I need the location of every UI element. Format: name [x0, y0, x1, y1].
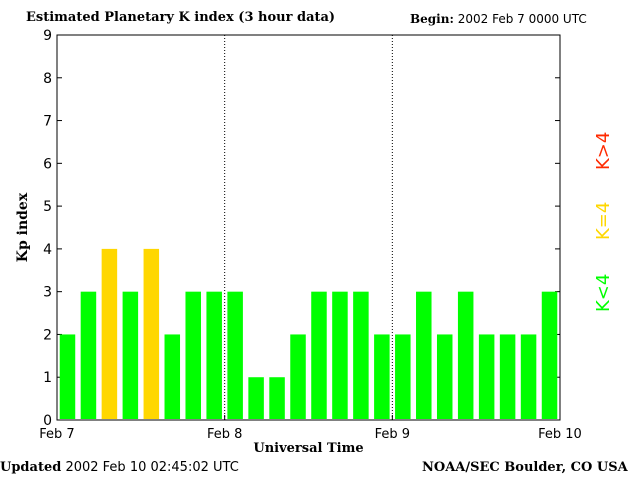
kp-bar	[374, 334, 390, 419]
kp-bar	[457, 291, 474, 419]
updated-label: Updated	[0, 460, 62, 475]
updated-timestamp: Updated 2002 Feb 10 02:45:02 UTC	[0, 460, 239, 475]
kp-bar	[143, 248, 160, 419]
legend-high: K>4	[593, 131, 614, 170]
y-tick-label: 2	[43, 327, 52, 343]
kp-bar	[227, 291, 243, 419]
kp-bar	[164, 334, 181, 419]
kp-bar	[80, 291, 97, 419]
kp-bar	[332, 291, 348, 419]
y-tick-label: 6	[43, 156, 52, 172]
y-axis-label: Kp index	[15, 192, 31, 262]
y-tick-label: 5	[43, 199, 52, 215]
legend-low: K<4	[593, 273, 614, 312]
kp-bar	[101, 248, 118, 419]
plot-frame	[56, 34, 561, 421]
chart-title: Estimated Planetary K index (3 hour data…	[26, 10, 336, 25]
updated-value: 2002 Feb 10 02:45:02 UTC	[65, 460, 239, 475]
credit-text: NOAA/SEC Boulder, CO USA	[422, 460, 628, 475]
kp-bar	[290, 334, 306, 419]
kp-bar	[541, 291, 558, 419]
y-tick-label: 0	[43, 413, 52, 429]
x-tick-label: Feb 7	[39, 427, 74, 442]
begin-label: Begin:	[410, 12, 454, 26]
begin-time: Begin: 2002 Feb 7 0000 UTC	[410, 12, 587, 26]
x-tick-label: Feb 9	[375, 427, 410, 442]
kp-bar	[59, 334, 76, 419]
y-tick-label: 1	[43, 370, 52, 386]
kp-bar	[395, 334, 411, 419]
y-tick-label: 4	[43, 242, 52, 258]
kp-bar	[122, 291, 139, 419]
kp-bar	[269, 377, 285, 419]
y-tick-label: 7	[43, 114, 52, 130]
y-tick-label: 9	[43, 28, 52, 44]
x-axis-label: Universal Time	[253, 441, 363, 456]
kp-bar	[353, 291, 369, 419]
kp-bar	[478, 334, 495, 419]
kp-bar	[416, 291, 432, 419]
kp-bar	[436, 334, 453, 419]
y-tick-label: 3	[43, 285, 52, 301]
kp-bar	[206, 291, 222, 419]
x-tick-label: Feb 8	[207, 427, 242, 442]
kp-bar	[248, 377, 264, 419]
kp-bar	[499, 334, 516, 419]
y-tick-label: 8	[43, 71, 52, 87]
legend-mid: K=4	[593, 201, 614, 240]
kp-bar	[311, 291, 327, 419]
begin-value: 2002 Feb 7 0000 UTC	[457, 12, 587, 26]
kp-bar	[520, 334, 537, 419]
kp-bar	[185, 291, 201, 419]
x-tick-label: Feb 10	[538, 427, 582, 442]
